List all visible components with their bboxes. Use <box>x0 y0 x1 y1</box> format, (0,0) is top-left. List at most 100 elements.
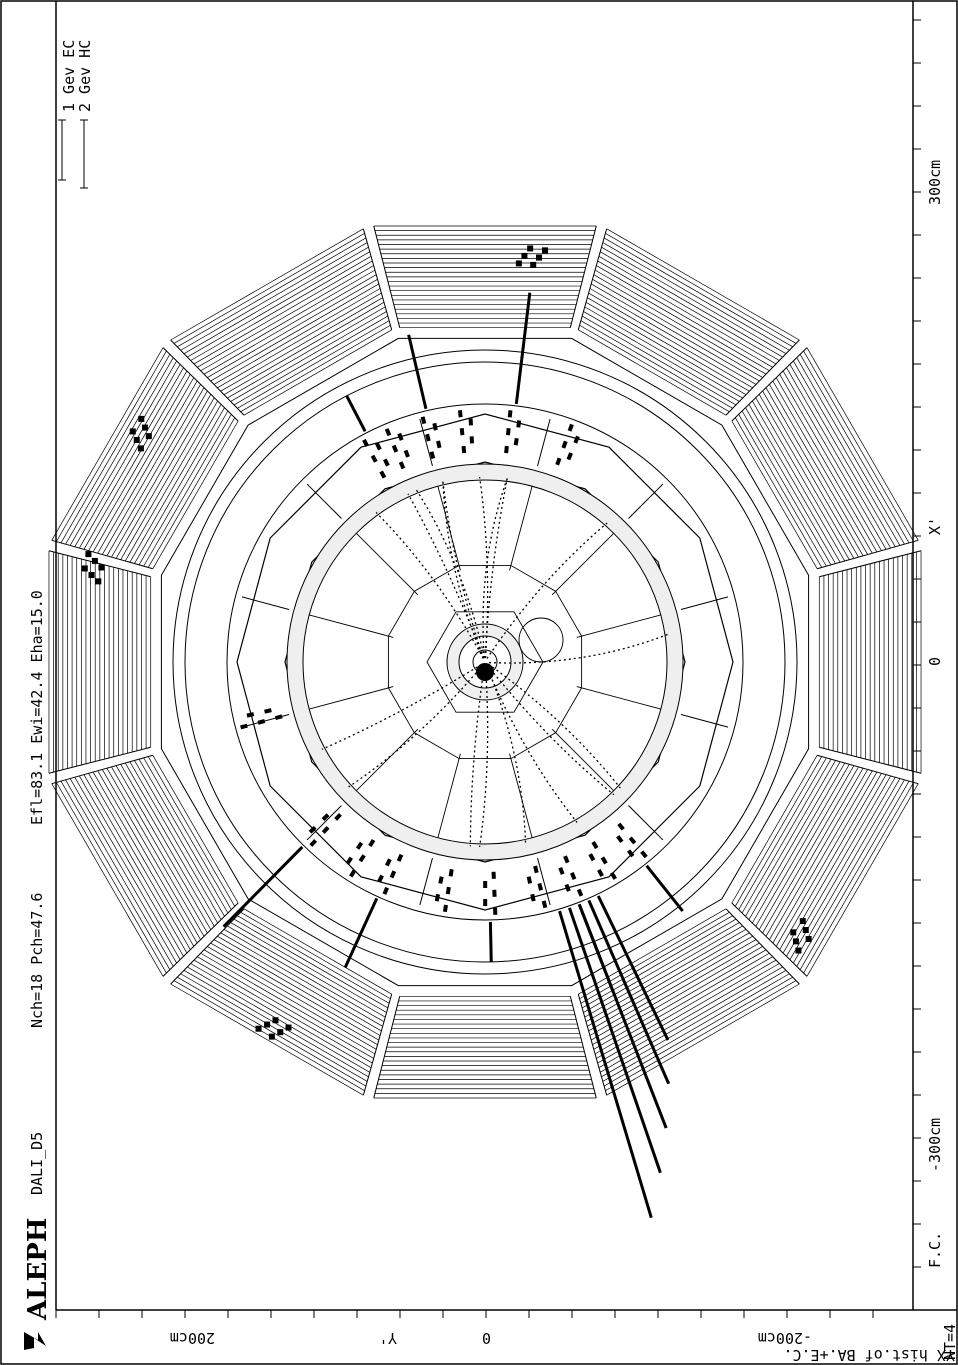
hcal-layer <box>762 766 859 934</box>
ecal-outer-ring <box>226 403 744 921</box>
hcal-layer <box>223 929 385 1023</box>
hcal-layer <box>579 324 730 413</box>
axis-label-y: Y' <box>379 1329 397 1347</box>
hcal-layer <box>772 770 873 944</box>
hcal-layer <box>134 760 225 917</box>
track <box>488 633 669 664</box>
hcal-cluster-cell <box>790 929 797 936</box>
ecal-hit <box>385 858 392 867</box>
energy-tower <box>587 899 671 1085</box>
energy-stats: Efl=83.1 Ewi=42.4 Eha=15.0 <box>28 590 46 825</box>
hcal-sector-edge <box>373 225 401 328</box>
ecal-hit <box>429 451 436 459</box>
hcal-layer <box>597 260 777 365</box>
hcal-cluster-cell <box>799 918 806 925</box>
hcal-hit <box>407 334 428 410</box>
hcal-sector-edge <box>817 754 919 785</box>
axis-label-m200cm: -200cm <box>758 1329 812 1347</box>
ecal-hit <box>609 871 617 880</box>
hcal-layer <box>92 377 195 553</box>
hcal-layer <box>580 320 733 409</box>
hcal-layer <box>65 357 174 545</box>
hcal-layer <box>129 761 222 920</box>
energy-tower <box>577 903 668 1129</box>
ecal-hit <box>541 900 548 909</box>
hcal-layer <box>230 311 387 402</box>
energy-tower <box>568 907 662 1174</box>
hcal-layer <box>147 417 236 568</box>
caption-label: YX hist.of BA.+E.C. <box>783 1346 955 1364</box>
hcal-layer <box>120 764 215 927</box>
hcal-layer <box>111 766 208 934</box>
hcal-hit <box>488 921 493 962</box>
hcal-layer <box>56 782 167 974</box>
hcal-layer <box>772 380 873 554</box>
hcal-layer <box>741 410 832 566</box>
hcal-layer <box>600 251 783 358</box>
hcal-layer <box>578 908 727 995</box>
hcal-layer <box>83 370 188 550</box>
hcal-layer <box>581 315 737 406</box>
hcal-layer <box>755 764 850 927</box>
hcal-layer <box>210 942 379 1041</box>
ecal-hit <box>308 825 317 834</box>
hcal-layer <box>190 256 372 361</box>
ecal-hit <box>397 432 404 441</box>
hcal-layer <box>203 274 377 375</box>
hcal-layer <box>177 976 367 1087</box>
hcal-sector-edge <box>373 996 401 1099</box>
hcal-layer <box>233 315 389 406</box>
hcal-layer <box>579 911 730 1000</box>
axis-label-300cm: 300cm <box>926 160 944 205</box>
axis-ticks <box>55 19 921 1318</box>
hcal-cluster-cell <box>137 445 144 452</box>
hcal-layer <box>738 757 827 910</box>
hcal-sector-edge <box>725 908 800 985</box>
hcal-layer <box>197 265 374 368</box>
hcal-cluster-cell <box>795 947 802 954</box>
hcal-layer <box>587 932 750 1027</box>
hcal-layer <box>227 306 386 399</box>
ecal-hit <box>257 719 266 725</box>
hcal-layer <box>187 251 370 358</box>
hcal-sector-edge <box>51 539 153 570</box>
ecal-hit <box>358 854 366 863</box>
hcal-layer <box>602 242 790 351</box>
ecal-hit <box>588 853 596 862</box>
ecal-hit <box>355 841 364 850</box>
ecal-hit <box>264 708 272 714</box>
hcal-layer <box>79 775 184 957</box>
hcal-layer <box>799 780 910 970</box>
track-stats: Nch=18 Pch=47.6 <box>28 893 46 1028</box>
energy-tower <box>596 895 670 1041</box>
ecal-hit <box>516 420 522 428</box>
hcal-cluster-cell <box>264 1021 271 1028</box>
ecal-hit <box>391 444 399 453</box>
hcal-sector-edge <box>48 550 151 578</box>
hcal-layer <box>762 390 859 558</box>
hcal-layer <box>183 246 369 354</box>
hcal-layer <box>592 946 763 1045</box>
hcal-cluster-cell <box>81 565 88 572</box>
hcal-layer <box>587 297 750 392</box>
ecal-hit <box>434 893 441 902</box>
hcal-cluster-cell <box>536 254 543 261</box>
hcal-layer <box>102 769 201 940</box>
hcal-layer <box>143 414 232 567</box>
hcal-layer <box>180 242 368 351</box>
hcal-hit <box>345 395 367 432</box>
legend-hc: 2 Gev HC <box>76 40 94 112</box>
hcal-layer <box>581 918 737 1009</box>
hcal-layer <box>731 420 818 569</box>
ecal-hit <box>457 410 463 418</box>
hcal-layer <box>748 761 841 920</box>
header-logo-group: ALEPH <box>23 1218 53 1350</box>
ecal-hit <box>555 457 562 466</box>
hcal-cluster-cell <box>141 424 148 431</box>
hcal-layer <box>243 329 392 416</box>
hcal-layer <box>233 918 389 1009</box>
hcal-layer <box>74 777 181 960</box>
hcal-layer <box>69 360 177 546</box>
hcal-cluster-cell <box>145 433 152 440</box>
